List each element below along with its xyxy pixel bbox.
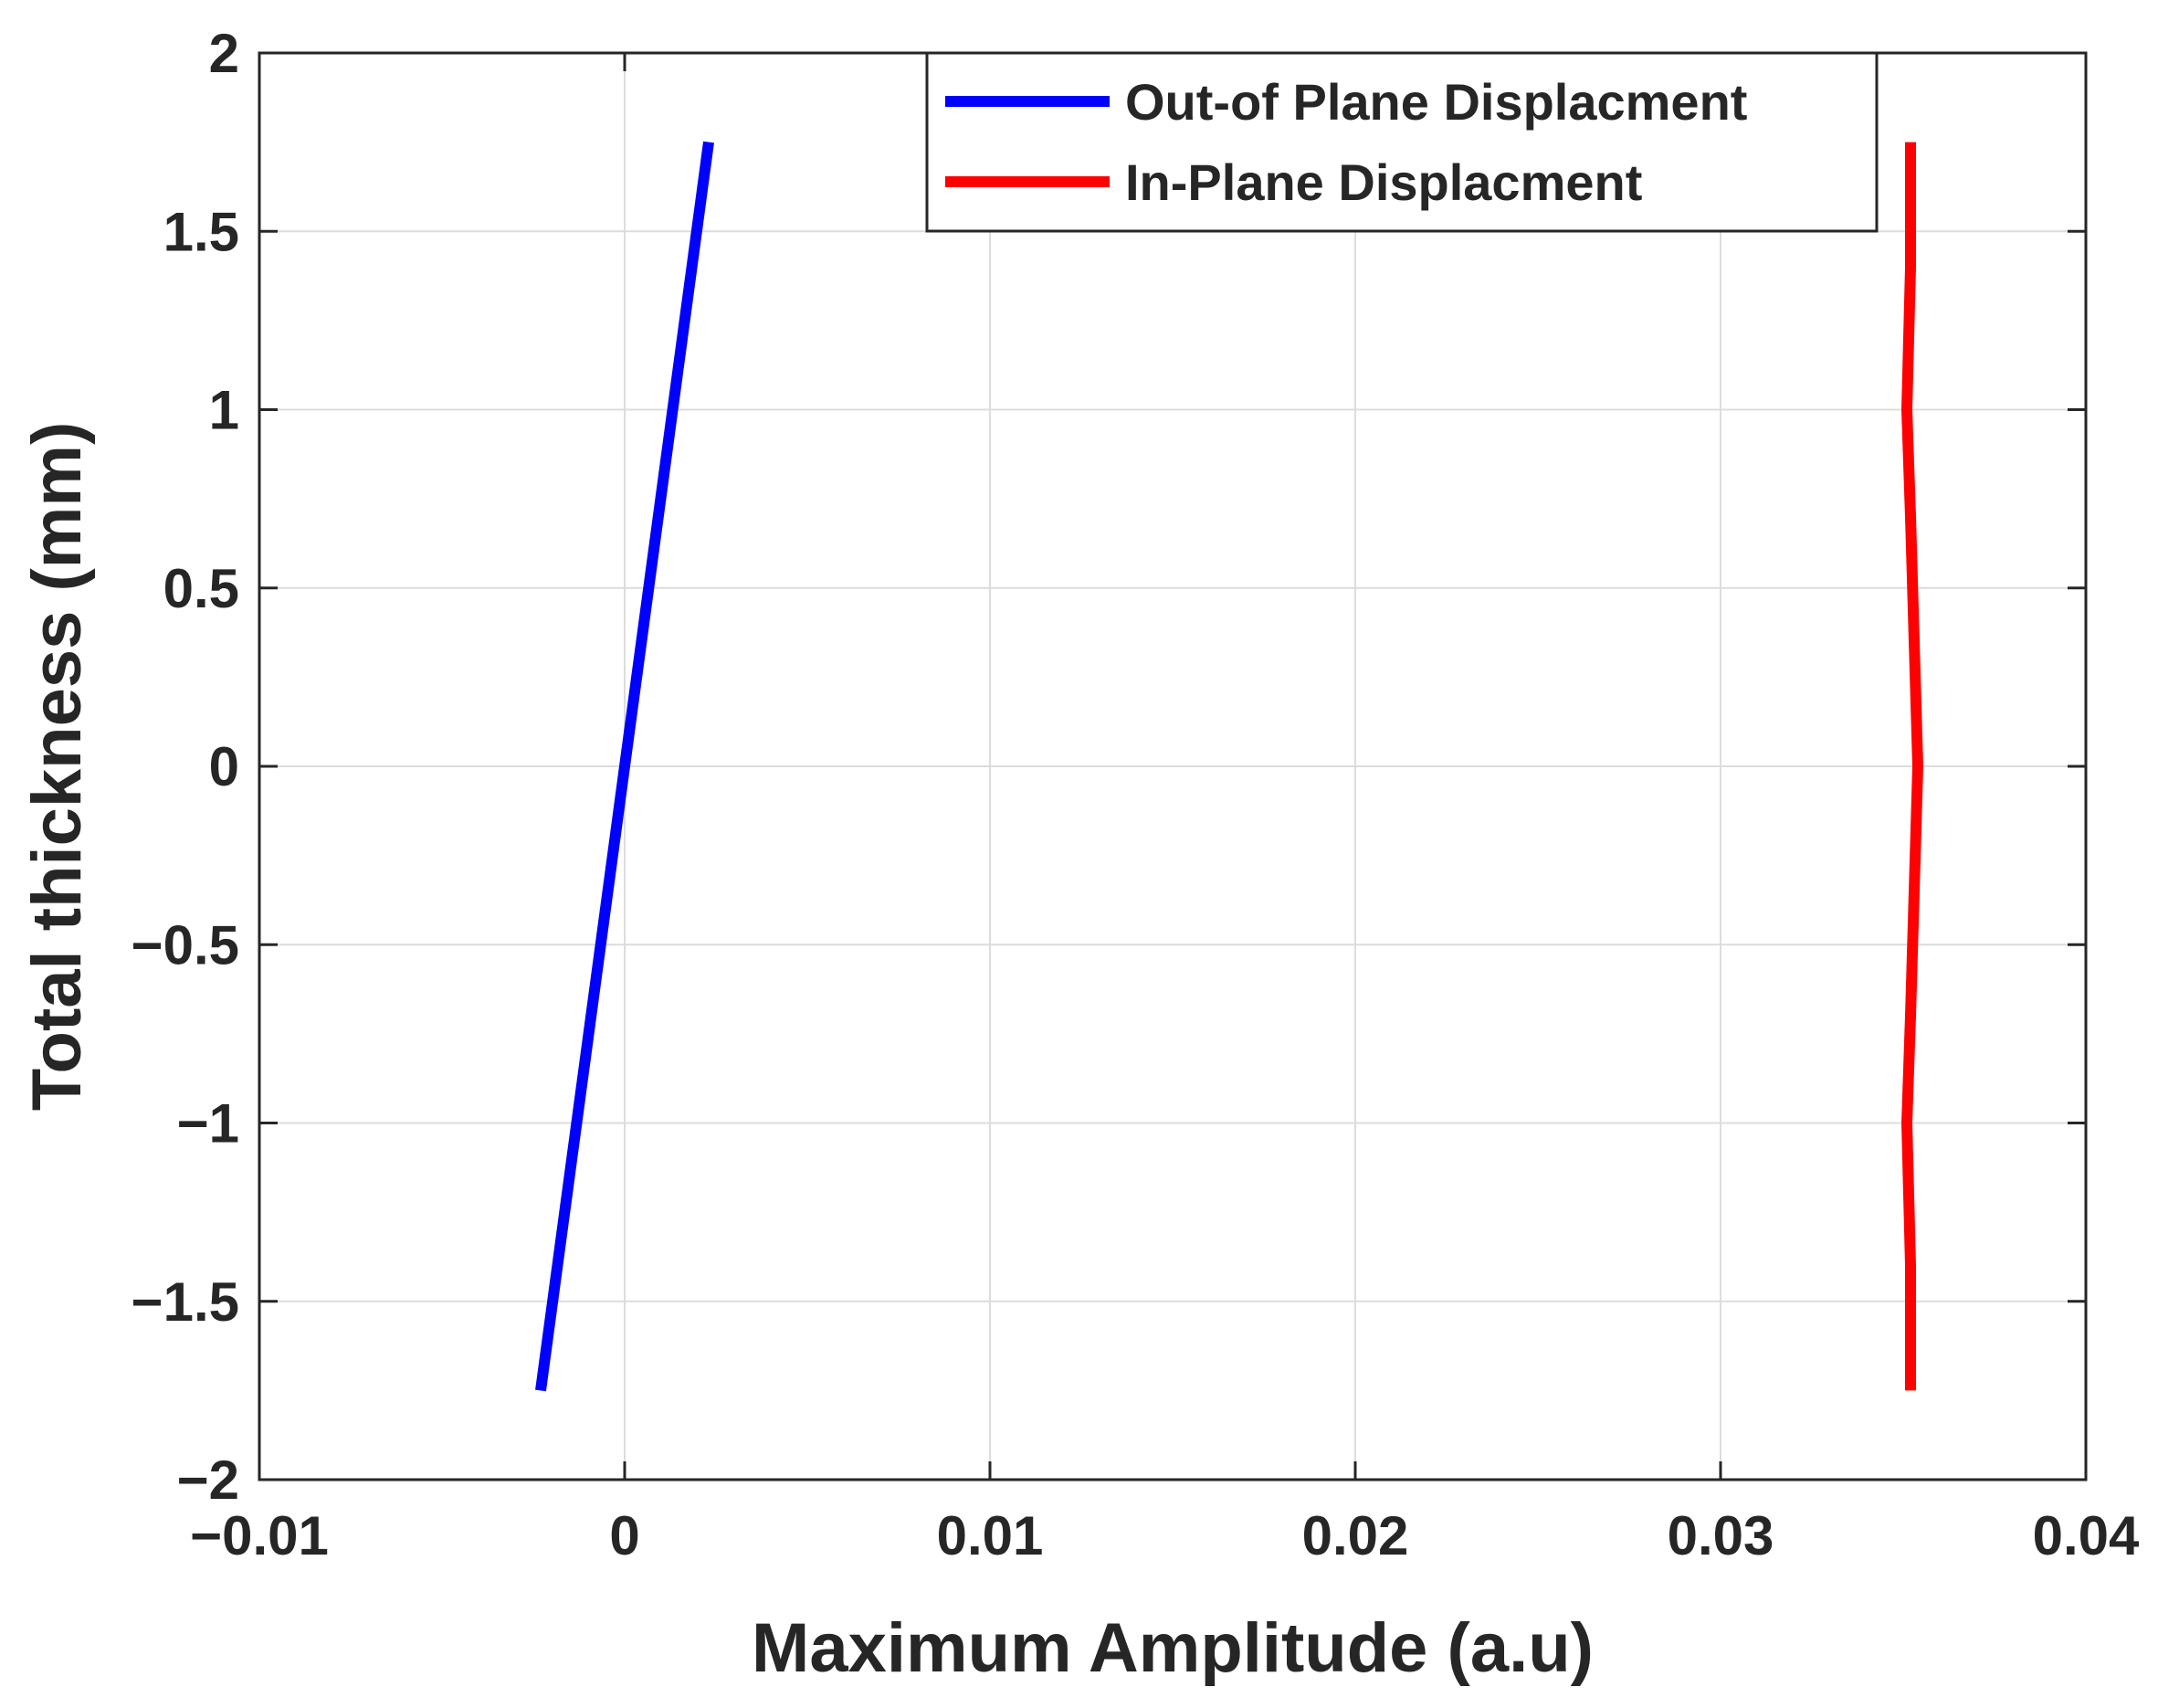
y-axis-label: Total thickness (mm) bbox=[18, 422, 96, 1112]
y-tick-label: 1.5 bbox=[163, 201, 239, 262]
series-line-in-plane bbox=[1901, 142, 1923, 1391]
x-tick-label: 0.04 bbox=[2033, 1505, 2140, 1566]
legend-label-in-plane: In-Plane Displacment bbox=[1125, 153, 1642, 211]
y-tick-labels: −2 −1.5 −1 −0.5 0 0.5 1 1.5 2 bbox=[132, 23, 239, 1511]
y-tick-label: −2 bbox=[177, 1450, 239, 1511]
y-tick-label: 2 bbox=[209, 23, 239, 84]
series-layer bbox=[535, 141, 1923, 1392]
x-tick-label: −0.01 bbox=[190, 1505, 329, 1566]
x-axis-label: Maximum Amplitude (a.u) bbox=[752, 1609, 1594, 1687]
y-tick-label: 0 bbox=[209, 736, 239, 797]
x-tick-label: 0 bbox=[609, 1505, 639, 1566]
legend-label-out-of-plane: Out-of Plane Displacment bbox=[1125, 73, 1747, 131]
y-tick-label: 1 bbox=[209, 380, 239, 441]
y-tick-label: −1 bbox=[177, 1093, 239, 1154]
legend: Out-of Plane Displacment In-Plane Displa… bbox=[925, 51, 1879, 233]
y-tick-label: −1.5 bbox=[132, 1271, 239, 1333]
tick-marks bbox=[258, 51, 2088, 1481]
x-tick-label: 0.03 bbox=[1668, 1505, 1774, 1566]
x-tick-labels: −0.01 0 0.01 0.02 0.03 0.04 bbox=[190, 1505, 2140, 1566]
y-tick-label: 0.5 bbox=[163, 558, 239, 619]
legend-box bbox=[925, 51, 1879, 233]
x-tick-label: 0.02 bbox=[1302, 1505, 1409, 1566]
y-tick-label: −0.5 bbox=[132, 914, 239, 975]
series-line-out-of-plane bbox=[535, 141, 714, 1392]
x-tick-label: 0.01 bbox=[937, 1505, 1044, 1566]
